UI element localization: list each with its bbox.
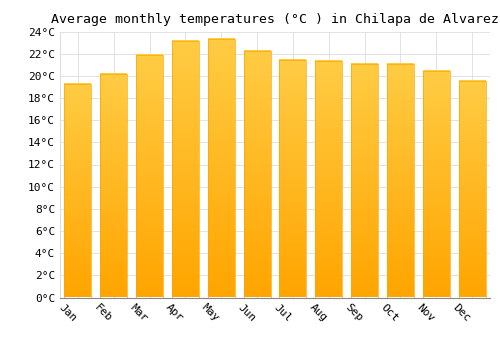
Title: Average monthly temperatures (°C ) in Chilapa de Alvarez: Average monthly temperatures (°C ) in Ch… xyxy=(51,13,499,26)
Bar xyxy=(423,71,450,298)
Bar xyxy=(100,74,127,298)
Bar xyxy=(280,60,306,298)
Bar xyxy=(351,64,378,298)
Bar xyxy=(64,84,92,298)
Bar xyxy=(136,55,163,298)
Bar xyxy=(244,51,270,298)
Bar xyxy=(387,64,414,298)
Bar xyxy=(208,39,234,298)
Bar xyxy=(172,42,199,298)
Bar xyxy=(316,62,342,298)
Bar xyxy=(458,82,485,298)
